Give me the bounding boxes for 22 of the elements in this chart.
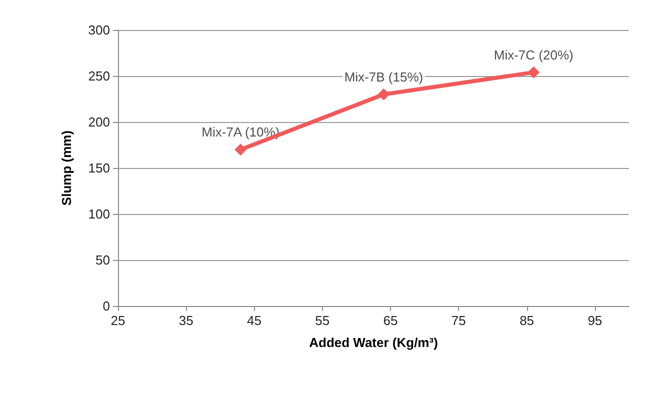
x-tick-label: 95	[588, 313, 602, 328]
x-tick-label: 65	[383, 313, 398, 328]
y-tick-label: 0	[102, 298, 110, 314]
y-tick-label: 50	[96, 252, 110, 268]
x-tick-label: 25	[110, 313, 126, 328]
annotation: Mix-7C (20%)	[494, 47, 574, 62]
y-tick-label: 200	[88, 114, 110, 130]
annotation: Mix-7B (15%)	[344, 69, 424, 84]
x-tick-label: 85	[520, 313, 534, 328]
y-tick-label: 100	[88, 206, 110, 222]
x-axis-title: Added Water (Kg/m³)	[309, 335, 438, 350]
x-tick-label: 35	[178, 313, 194, 328]
point	[528, 66, 540, 78]
point	[234, 144, 247, 156]
y-tick-label: 150	[88, 160, 110, 176]
x-tick-label: 55	[315, 313, 330, 328]
x-tick-label: 45	[247, 313, 262, 328]
y-axis-title: Slump (mm)	[59, 130, 74, 206]
point	[378, 88, 390, 100]
y-tick-label: 250	[88, 68, 110, 84]
y-tick-label: 300	[88, 22, 110, 38]
x-tick-label: 75	[451, 313, 466, 328]
